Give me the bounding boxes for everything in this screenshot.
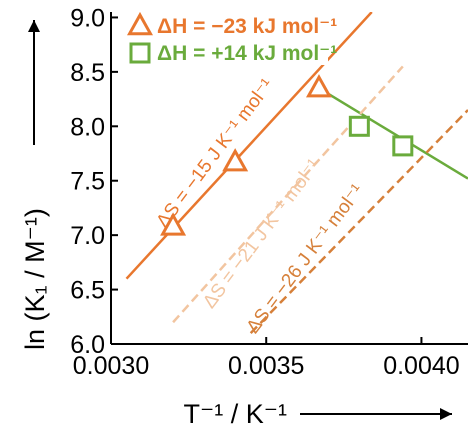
y-axis-arrowhead [28, 20, 40, 32]
fit-line-3 [249, 109, 468, 334]
x-axis-arrowhead [440, 408, 452, 420]
x-tick-label: 0.0030 [73, 352, 149, 380]
legend-marker-square [129, 42, 151, 64]
y-tick-label: 9.0 [70, 4, 105, 32]
entropy-annotation: ΔS = −26 J K⁻¹ mol⁻¹ [243, 181, 368, 338]
annotations: ΔS = −15 J K⁻¹ mol⁻¹ΔS = −21 J K⁻¹ mol⁻¹… [153, 75, 368, 337]
data-point-triangle [305, 74, 332, 98]
legend-entry: ΔH = +14 kJ mol⁻¹ [157, 42, 337, 65]
data-point-triangle [222, 148, 249, 172]
x-tick-label: 0.0035 [228, 352, 304, 380]
tick-labels: 6.0 6.5 7.0 7.5 8.0 8.5 9.0 0.0030 0.0035 0.0040 [70, 4, 459, 380]
fit-line-1 [318, 87, 468, 180]
legend-background [128, 41, 328, 65]
legend: ΔH = −23 kJ mol⁻¹ ΔH = +14 kJ mol⁻¹ [126, 11, 337, 65]
legend-entry: ΔH = −23 kJ mol⁻¹ [157, 15, 337, 38]
y-tick-label: 7.5 [70, 168, 105, 196]
legend-marker-triangle [126, 11, 154, 36]
x-tick-label: 0.0040 [383, 352, 459, 380]
data-point-square [348, 115, 370, 137]
y-tick-label: 8.0 [70, 113, 105, 141]
data-points [160, 74, 414, 236]
x-axis-label: T⁻¹ / K⁻¹ [184, 399, 288, 429]
entropy-annotation: ΔS = −15 J K⁻¹ mol⁻¹ [153, 75, 278, 232]
y-axis-label: ln (K₁ / M⁻¹) [20, 208, 50, 350]
data-point-square [392, 135, 414, 157]
y-tick-label: 7.0 [70, 222, 105, 250]
fit-line-2 [172, 65, 404, 324]
y-tick-label: 8.5 [70, 59, 105, 87]
axes [110, 12, 468, 345]
y-tick-label: 6.5 [70, 277, 105, 305]
data-point-triangle [160, 212, 187, 236]
y-tick-label: 6.0 [70, 331, 105, 359]
legend-background [128, 14, 328, 38]
